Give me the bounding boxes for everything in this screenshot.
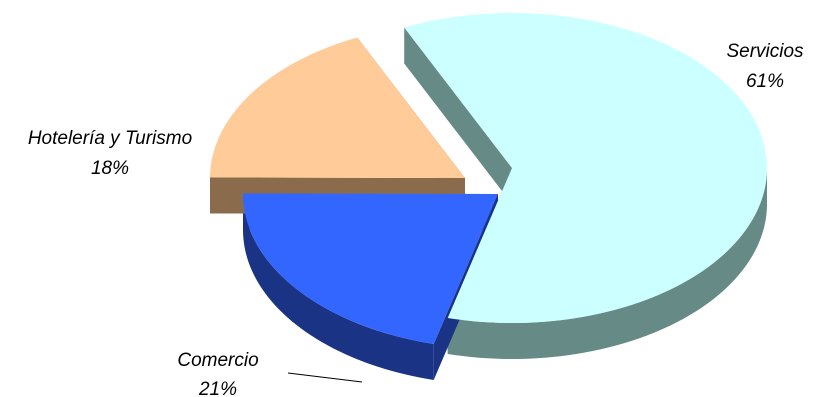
slice-servicios-top (404, 13, 767, 323)
comercio-leader-line (287, 372, 363, 383)
pie-tops (210, 13, 767, 344)
slice-hoteler-a-y-turismo-label: Hotelería y Turismo (28, 128, 192, 149)
slice-comercio-percent-label: 21% (198, 379, 237, 397)
slice-servicios-rim-0 (447, 168, 767, 359)
slice-servicios-label: Servicios (726, 41, 804, 62)
slice-comercio-label: Comercio (177, 350, 258, 371)
slice-servicios-percent-label: 61% (746, 71, 784, 92)
slice-comercio-top (243, 193, 498, 344)
slice-hoteler-a-y-turismo-percent-label: 18% (91, 158, 129, 179)
pie-labels: Servicios 61% Comercio 21% Hotelería y Turis… (28, 41, 804, 397)
slice-comercio-rim-0 (243, 194, 434, 380)
slice-hoteler-a-y-turismo-top (210, 37, 465, 178)
slice-servicios-wall-0 (404, 27, 512, 204)
